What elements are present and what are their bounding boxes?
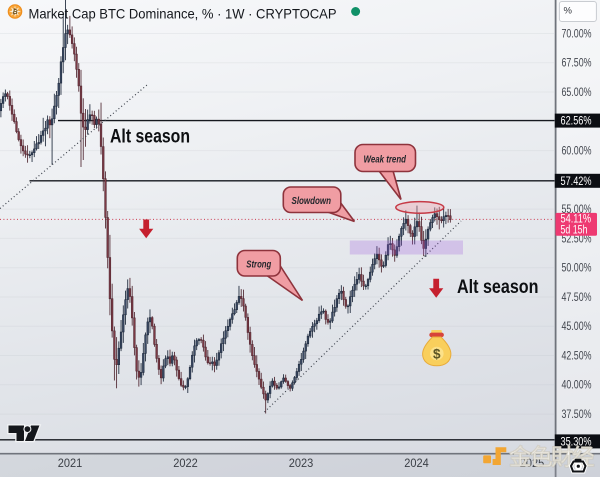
svg-text:5d 15h: 5d 15h — [561, 225, 588, 237]
svg-text:50.00%: 50.00% — [562, 263, 592, 275]
svg-text:70.00%: 70.00% — [562, 28, 592, 40]
svg-text:Market Cap BTC Dominance, % ·: Market Cap BTC Dominance, % · 1W · CRYPT… — [29, 6, 337, 22]
svg-text:Strong: Strong — [246, 260, 272, 271]
svg-text:65.00%: 65.00% — [562, 87, 592, 99]
svg-text:2022: 2022 — [173, 457, 198, 470]
svg-text:2024: 2024 — [404, 457, 429, 470]
svg-text:67.50%: 67.50% — [562, 58, 592, 70]
svg-text:Slowdown: Slowdown — [292, 196, 332, 207]
svg-text:42.50%: 42.50% — [562, 350, 592, 362]
svg-text:47.50%: 47.50% — [562, 292, 592, 304]
svg-text:2023: 2023 — [289, 457, 314, 470]
svg-text:%: % — [564, 6, 573, 17]
svg-text:37.50%: 37.50% — [562, 409, 592, 421]
svg-text:45.00%: 45.00% — [562, 321, 592, 333]
svg-text:57.42%: 57.42% — [561, 176, 592, 188]
svg-text:Alt season: Alt season — [110, 126, 190, 148]
svg-text:$: $ — [433, 346, 441, 361]
svg-text:Weak trend: Weak trend — [364, 155, 407, 166]
svg-text:2021: 2021 — [58, 457, 83, 470]
svg-text:40.00%: 40.00% — [562, 380, 592, 392]
svg-text:60.00%: 60.00% — [562, 146, 592, 158]
svg-text:Alt season: Alt season — [457, 276, 539, 298]
svg-text:62.56%: 62.56% — [561, 116, 592, 128]
